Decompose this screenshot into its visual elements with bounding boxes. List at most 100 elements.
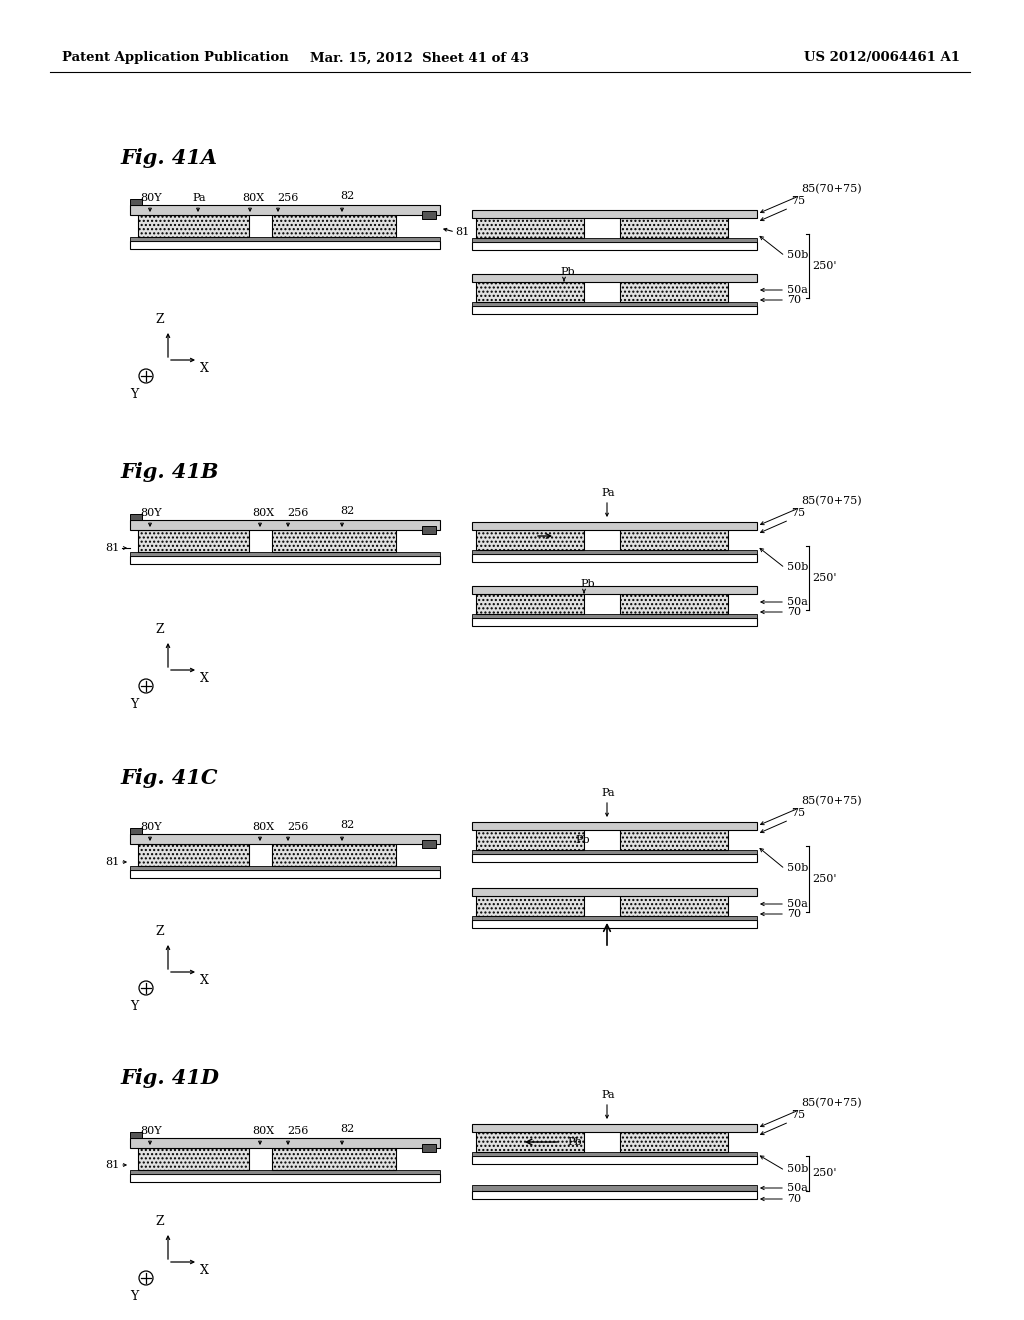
Text: X: X bbox=[200, 1265, 209, 1276]
Text: Y: Y bbox=[130, 388, 138, 401]
Bar bbox=[476, 830, 584, 850]
Text: Z: Z bbox=[156, 1214, 164, 1228]
Bar bbox=[130, 1133, 142, 1138]
Text: 85(70+75): 85(70+75) bbox=[801, 496, 861, 506]
Bar bbox=[620, 218, 728, 238]
Bar bbox=[422, 525, 436, 535]
Bar bbox=[272, 1148, 396, 1170]
Text: 250': 250' bbox=[812, 1168, 837, 1179]
Text: Fig. 41D: Fig. 41D bbox=[120, 1068, 219, 1088]
Text: 50b: 50b bbox=[787, 562, 808, 572]
Bar bbox=[472, 822, 757, 830]
Text: 70: 70 bbox=[787, 607, 801, 616]
Bar bbox=[472, 242, 757, 249]
Text: 75: 75 bbox=[791, 508, 805, 517]
Text: Patent Application Publication: Patent Application Publication bbox=[62, 51, 289, 65]
Bar bbox=[138, 843, 249, 866]
Bar bbox=[620, 1133, 728, 1152]
Text: Pb: Pb bbox=[580, 579, 595, 589]
Bar bbox=[472, 618, 757, 626]
Text: Fig. 41A: Fig. 41A bbox=[120, 148, 217, 168]
Bar bbox=[472, 1191, 757, 1199]
Bar bbox=[472, 238, 757, 242]
Text: 81: 81 bbox=[105, 543, 120, 553]
Bar bbox=[620, 896, 728, 916]
Text: 50a: 50a bbox=[787, 285, 808, 294]
Bar bbox=[130, 552, 440, 556]
Bar bbox=[422, 211, 436, 219]
Bar bbox=[620, 594, 728, 614]
Bar bbox=[472, 554, 757, 562]
Text: 50a: 50a bbox=[787, 1183, 808, 1193]
Text: 82: 82 bbox=[340, 1125, 354, 1134]
Bar bbox=[472, 854, 757, 862]
Bar bbox=[472, 521, 757, 531]
Text: 80Y: 80Y bbox=[140, 822, 162, 832]
Text: 256: 256 bbox=[278, 193, 298, 203]
Text: Fig. 41B: Fig. 41B bbox=[120, 462, 218, 482]
Bar bbox=[130, 199, 142, 205]
Bar bbox=[472, 920, 757, 928]
Text: 80X: 80X bbox=[252, 1126, 274, 1137]
Text: 256: 256 bbox=[287, 1126, 308, 1137]
Bar bbox=[620, 830, 728, 850]
Text: 70: 70 bbox=[787, 909, 801, 919]
Text: Z: Z bbox=[156, 313, 164, 326]
Bar bbox=[476, 282, 584, 302]
Bar bbox=[472, 888, 757, 896]
Bar bbox=[130, 870, 440, 878]
Text: Pa: Pa bbox=[601, 1090, 614, 1100]
Text: 256: 256 bbox=[287, 508, 308, 517]
Text: 85(70+75): 85(70+75) bbox=[801, 796, 861, 807]
Bar bbox=[130, 1170, 440, 1173]
Bar bbox=[476, 594, 584, 614]
Text: 85(70+75): 85(70+75) bbox=[801, 1098, 861, 1107]
Text: 250': 250' bbox=[812, 874, 837, 884]
Text: 80X: 80X bbox=[242, 193, 264, 203]
Text: 250': 250' bbox=[812, 573, 837, 583]
Text: Pb: Pb bbox=[560, 267, 574, 277]
Bar bbox=[130, 866, 440, 870]
Bar bbox=[130, 556, 440, 564]
Bar bbox=[130, 238, 440, 242]
Text: Pa: Pa bbox=[601, 488, 614, 498]
Text: 50a: 50a bbox=[787, 597, 808, 607]
Bar bbox=[130, 1138, 440, 1148]
Text: Z: Z bbox=[156, 925, 164, 939]
Bar bbox=[472, 210, 757, 218]
Bar bbox=[472, 850, 757, 854]
Text: 50b: 50b bbox=[787, 863, 808, 873]
Text: Y: Y bbox=[130, 1290, 138, 1303]
Text: 85(70+75): 85(70+75) bbox=[801, 183, 861, 194]
Text: 81: 81 bbox=[455, 227, 469, 238]
Text: Mar. 15, 2012  Sheet 41 of 43: Mar. 15, 2012 Sheet 41 of 43 bbox=[310, 51, 529, 65]
Bar bbox=[138, 215, 249, 238]
Bar bbox=[476, 896, 584, 916]
Bar bbox=[472, 550, 757, 554]
Text: 256: 256 bbox=[287, 822, 308, 832]
Bar bbox=[472, 275, 757, 282]
Bar bbox=[476, 1133, 584, 1152]
Bar bbox=[422, 1144, 436, 1152]
Bar bbox=[138, 531, 249, 552]
Text: 80X: 80X bbox=[252, 508, 274, 517]
Text: Fig. 41C: Fig. 41C bbox=[120, 768, 217, 788]
Bar bbox=[130, 513, 142, 520]
Bar bbox=[130, 834, 440, 843]
Text: X: X bbox=[200, 672, 209, 685]
Text: 50b: 50b bbox=[787, 249, 808, 260]
Text: 81: 81 bbox=[105, 1160, 120, 1170]
Bar bbox=[476, 218, 584, 238]
Bar bbox=[476, 531, 584, 550]
Text: 80Y: 80Y bbox=[140, 193, 162, 203]
Bar bbox=[130, 1173, 440, 1181]
Text: 75: 75 bbox=[791, 1110, 805, 1119]
Text: X: X bbox=[200, 362, 209, 375]
Bar bbox=[138, 1148, 249, 1170]
Bar bbox=[130, 242, 440, 249]
Bar bbox=[472, 302, 757, 306]
Bar bbox=[620, 531, 728, 550]
Bar bbox=[472, 1156, 757, 1164]
Bar bbox=[130, 205, 440, 215]
Bar bbox=[620, 282, 728, 302]
